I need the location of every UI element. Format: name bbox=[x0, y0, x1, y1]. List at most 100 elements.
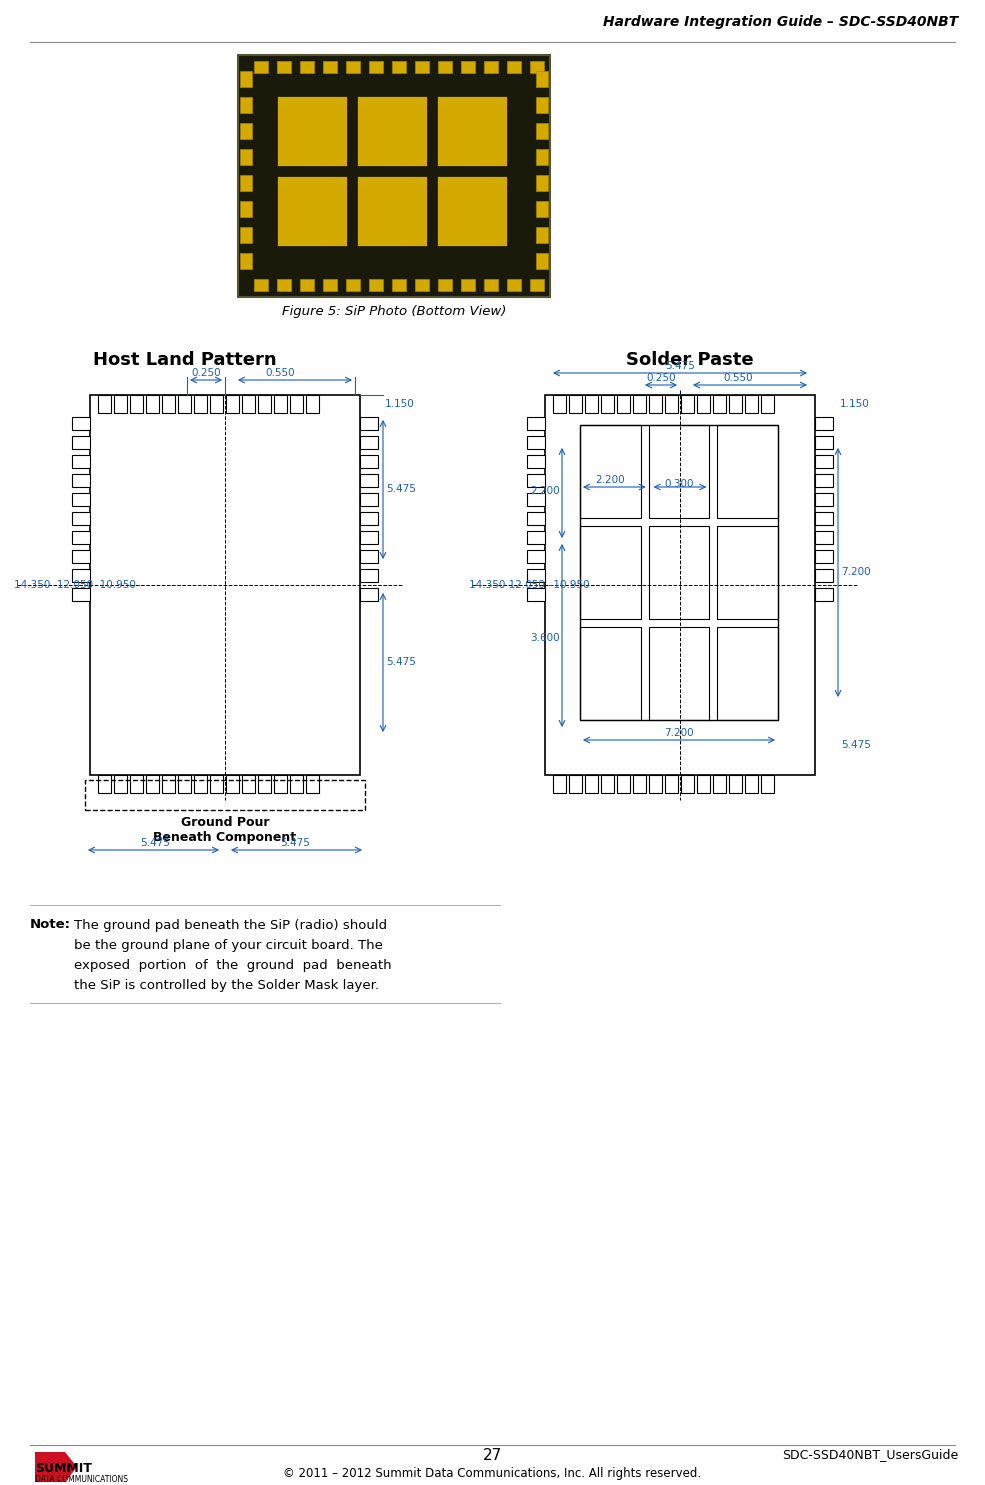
Bar bbox=[240, 97, 252, 113]
Bar bbox=[536, 252, 548, 269]
Text: 1.150: 1.150 bbox=[840, 399, 870, 408]
Bar bbox=[713, 775, 726, 793]
Bar bbox=[815, 437, 833, 448]
Bar bbox=[580, 425, 640, 518]
Bar bbox=[815, 588, 833, 601]
Bar bbox=[553, 395, 566, 413]
Bar bbox=[72, 437, 90, 448]
Bar bbox=[815, 549, 833, 563]
Bar bbox=[240, 227, 252, 244]
Text: 5.475: 5.475 bbox=[665, 361, 695, 371]
Bar bbox=[697, 775, 710, 793]
Bar bbox=[240, 175, 252, 192]
Text: exposed  portion  of  the  ground  pad  beneath: exposed portion of the ground pad beneat… bbox=[74, 958, 392, 971]
Bar bbox=[369, 279, 383, 291]
Bar bbox=[633, 395, 646, 413]
Bar bbox=[536, 97, 548, 113]
Text: Figure 5: SiP Photo (Bottom View): Figure 5: SiP Photo (Bottom View) bbox=[282, 306, 506, 318]
Bar bbox=[114, 395, 127, 413]
Text: Solder Paste: Solder Paste bbox=[626, 350, 754, 368]
Bar bbox=[238, 55, 550, 297]
Bar bbox=[585, 775, 598, 793]
Bar bbox=[306, 775, 319, 793]
Bar bbox=[277, 61, 291, 73]
Text: 3.600: 3.600 bbox=[530, 633, 560, 643]
Bar bbox=[649, 627, 709, 720]
Text: 5.475: 5.475 bbox=[140, 838, 170, 848]
Bar bbox=[369, 61, 383, 73]
Bar bbox=[72, 474, 90, 487]
Text: Hardware Integration Guide – SDC-SSD40NBT: Hardware Integration Guide – SDC-SSD40NB… bbox=[603, 15, 958, 30]
Bar bbox=[415, 279, 429, 291]
Text: SUMMIT: SUMMIT bbox=[35, 1461, 92, 1475]
Bar bbox=[194, 395, 207, 413]
Text: DATA COMMUNICATIONS: DATA COMMUNICATIONS bbox=[35, 1475, 128, 1484]
Bar bbox=[242, 395, 255, 413]
Bar bbox=[72, 417, 90, 431]
Text: 2.200: 2.200 bbox=[596, 475, 625, 486]
Bar bbox=[815, 474, 833, 487]
Bar bbox=[360, 417, 378, 431]
Bar bbox=[665, 395, 678, 413]
Bar bbox=[815, 569, 833, 582]
Bar bbox=[507, 279, 521, 291]
Bar bbox=[717, 627, 778, 720]
Bar bbox=[277, 279, 291, 291]
Text: 0.550: 0.550 bbox=[265, 368, 295, 379]
Bar bbox=[527, 532, 545, 544]
Bar bbox=[240, 71, 252, 88]
Bar bbox=[178, 775, 191, 793]
Bar bbox=[178, 395, 191, 413]
Bar bbox=[85, 780, 365, 809]
Bar bbox=[360, 549, 378, 563]
Bar bbox=[210, 395, 223, 413]
Bar bbox=[240, 148, 252, 165]
Text: 27: 27 bbox=[483, 1448, 501, 1463]
Bar bbox=[98, 395, 111, 413]
Bar bbox=[527, 417, 545, 431]
Bar bbox=[274, 395, 287, 413]
Bar bbox=[507, 61, 521, 73]
Bar bbox=[815, 454, 833, 468]
Bar bbox=[527, 474, 545, 487]
Text: be the ground plane of your circuit board. The: be the ground plane of your circuit boar… bbox=[74, 939, 383, 952]
Bar bbox=[649, 395, 662, 413]
Bar bbox=[162, 395, 175, 413]
Bar bbox=[717, 425, 778, 518]
Text: 14.350  12.050  10.950: 14.350 12.050 10.950 bbox=[14, 581, 136, 590]
Bar bbox=[226, 775, 239, 793]
Bar bbox=[617, 395, 630, 413]
Bar bbox=[276, 175, 348, 247]
Bar bbox=[323, 279, 337, 291]
Text: Note:: Note: bbox=[30, 919, 71, 931]
Bar bbox=[527, 588, 545, 601]
Bar bbox=[527, 454, 545, 468]
Bar bbox=[162, 775, 175, 793]
Bar bbox=[392, 61, 406, 73]
Bar bbox=[130, 395, 143, 413]
Bar bbox=[761, 775, 774, 793]
Text: Ground Pour: Ground Pour bbox=[181, 817, 269, 830]
Bar bbox=[274, 775, 287, 793]
Bar bbox=[601, 395, 614, 413]
Bar bbox=[815, 532, 833, 544]
Bar bbox=[240, 252, 252, 269]
Text: 7.200: 7.200 bbox=[664, 728, 693, 738]
Bar bbox=[536, 200, 548, 217]
Bar bbox=[617, 775, 630, 793]
Bar bbox=[240, 123, 252, 140]
Bar bbox=[290, 395, 303, 413]
Bar bbox=[585, 395, 598, 413]
Bar bbox=[254, 61, 268, 73]
Bar bbox=[530, 279, 544, 291]
Bar bbox=[146, 395, 159, 413]
Bar bbox=[300, 61, 314, 73]
Bar bbox=[72, 493, 90, 506]
Bar bbox=[815, 417, 833, 431]
Bar bbox=[356, 95, 428, 166]
Bar bbox=[745, 775, 758, 793]
Bar bbox=[300, 279, 314, 291]
Bar bbox=[360, 454, 378, 468]
Bar bbox=[527, 493, 545, 506]
Bar bbox=[569, 395, 582, 413]
